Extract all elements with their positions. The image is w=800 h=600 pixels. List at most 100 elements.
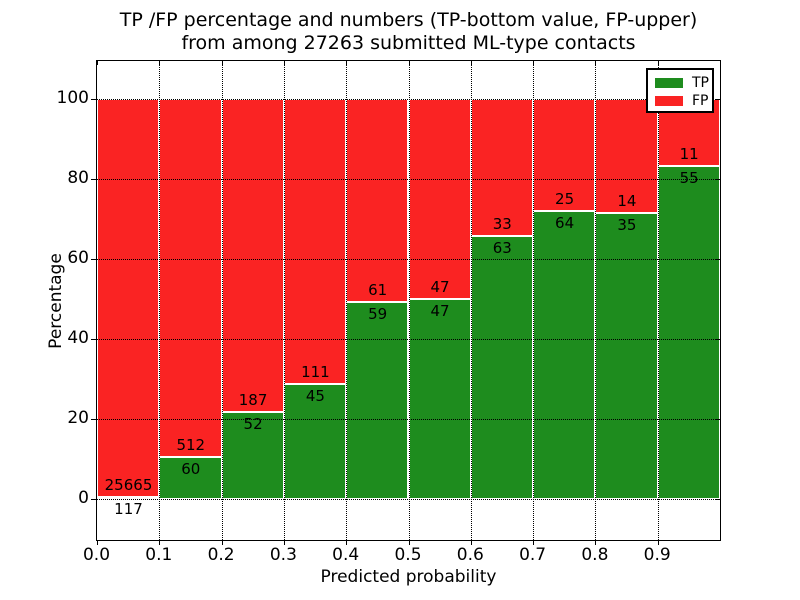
- legend-label-fp: FP: [692, 93, 709, 109]
- x-tick-mark: [470, 540, 472, 545]
- y-tick-mark: [91, 99, 96, 100]
- bar-tp-segment: [97, 497, 160, 500]
- gridline-vertical: [346, 61, 348, 540]
- x-tick-mark-top: [159, 61, 161, 65]
- fp-count-label: 512: [176, 436, 206, 455]
- fp-count-label: 187: [238, 390, 268, 409]
- x-tick-mark: [159, 540, 161, 545]
- tp-count-label: 47: [430, 302, 450, 320]
- x-tick-mark-top: [470, 61, 472, 65]
- bar-tp-segment: [346, 302, 409, 499]
- bar-labels-layer: 25665 117 512 60 187 52 111 45 61 59 47 47 33 63 25 64 1…: [97, 61, 720, 540]
- bar-tp-segment: [221, 411, 284, 499]
- plot-area: 25665 117 512 60 187 52 111 45 61 59 47 47 33 63 25 64 1…: [91, 60, 721, 545]
- bar-fp-segment: [159, 99, 222, 458]
- x-tick-label: 0.3: [269, 545, 297, 565]
- x-tick-mark-top: [408, 61, 410, 65]
- x-tick-mark: [408, 540, 410, 545]
- tp-count-label: 35: [617, 216, 637, 235]
- y-tick-label: 100: [56, 88, 89, 108]
- bar-fp-segment: [595, 99, 658, 214]
- tp-swatch-icon: [655, 78, 683, 88]
- y-tick-label: 40: [67, 328, 89, 348]
- bar-tp-segment: [595, 213, 658, 499]
- x-tick-label: 0.4: [332, 545, 360, 565]
- x-axis-label: Predicted probability: [320, 567, 497, 587]
- x-tick-mark-top: [221, 61, 223, 65]
- x-tick-mark: [533, 540, 535, 545]
- x-tick-mark-top: [533, 61, 535, 65]
- fp-count-label: 111: [301, 362, 330, 381]
- y-tick-mark-right: [716, 179, 720, 180]
- x-tick-mark: [221, 540, 223, 545]
- tp-count-label: 63: [492, 239, 512, 258]
- y-tick-mark: [91, 339, 96, 340]
- x-tick-mark: [97, 540, 98, 545]
- fp-count-label: 11: [679, 144, 699, 163]
- y-tick-label: 60: [67, 248, 89, 268]
- x-tick-mark: [283, 540, 285, 545]
- y-axis-label: Percentage: [46, 253, 66, 349]
- tp-count-label: 55: [679, 168, 699, 187]
- fp-count-label: 25665: [104, 476, 153, 495]
- bar-fp-segment: [346, 99, 409, 303]
- gridline-vertical: [159, 61, 161, 540]
- fp-count-label: 61: [368, 281, 388, 300]
- fp-count-label: 14: [617, 192, 637, 211]
- bar-fp-segment: [533, 99, 596, 212]
- bar-fp-segment: [470, 99, 534, 237]
- x-tick-mark-top: [595, 61, 597, 65]
- bar-tp-segment: [657, 165, 720, 499]
- tp-count-label: 52: [243, 414, 263, 433]
- y-tick-mark: [91, 179, 96, 180]
- y-tick-label: 80: [67, 168, 89, 188]
- bar-fp-segment: [97, 99, 160, 498]
- x-tick-mark-top: [657, 61, 659, 65]
- x-tick-mark: [657, 540, 659, 545]
- x-tick-mark: [595, 540, 597, 545]
- x-tick-label: 0.7: [519, 545, 547, 565]
- fp-count-label: 33: [492, 215, 512, 234]
- bar-tp-segment: [283, 383, 347, 499]
- fp-swatch-icon: [655, 96, 683, 106]
- tp-count-label: 117: [114, 500, 143, 519]
- y-tick-mark-right: [716, 339, 720, 340]
- gridline-vertical: [283, 61, 285, 540]
- ticks-layer: [91, 61, 720, 545]
- fp-count-label: 47: [430, 278, 450, 296]
- x-tick-mark-top: [97, 61, 98, 65]
- x-tick-mark: [346, 540, 348, 545]
- x-tick-mark-top: [283, 61, 285, 65]
- y-tick-mark-right: [716, 99, 720, 100]
- y-tick-label: 20: [67, 408, 89, 428]
- y-tick-mark: [91, 499, 96, 500]
- tp-count-label: 59: [368, 305, 388, 324]
- x-tick-label: 0.1: [145, 545, 173, 565]
- tp-count-label: 64: [555, 214, 575, 233]
- legend-entry-fp: FP: [648, 92, 712, 110]
- x-tick-label: 0.6: [456, 545, 484, 565]
- y-tick-mark-right: [716, 499, 720, 500]
- chart-title-line1: TP /FP percentage and numbers (TP-bottom…: [119, 9, 698, 31]
- grid-layer: [97, 61, 720, 540]
- legend-label-tp: TP: [692, 75, 709, 91]
- tp-count-label: 60: [181, 460, 201, 479]
- x-tick-label: 0.9: [643, 545, 671, 565]
- x-tick-label: 0.2: [207, 545, 235, 565]
- chart-title: TP /FP percentage and numbers (TP-bottom…: [96, 9, 721, 55]
- fp-count-label: 25: [555, 190, 575, 209]
- y-tick-mark-right: [716, 419, 720, 420]
- bar-fp-segment: [283, 99, 347, 384]
- legend-entry-tp: TP: [648, 74, 712, 92]
- bar-fp-segment: [408, 99, 471, 299]
- legend: TP FP: [646, 68, 714, 113]
- gridline-vertical: [657, 61, 659, 540]
- x-tick-label: 0.8: [581, 545, 609, 565]
- tp-count-label: 45: [305, 386, 325, 405]
- y-tick-label: 0: [78, 488, 89, 508]
- gridline-vertical: [221, 61, 223, 540]
- x-tick-mark-top: [346, 61, 348, 65]
- y-tick-mark: [91, 419, 96, 420]
- gridline-vertical: [595, 61, 597, 540]
